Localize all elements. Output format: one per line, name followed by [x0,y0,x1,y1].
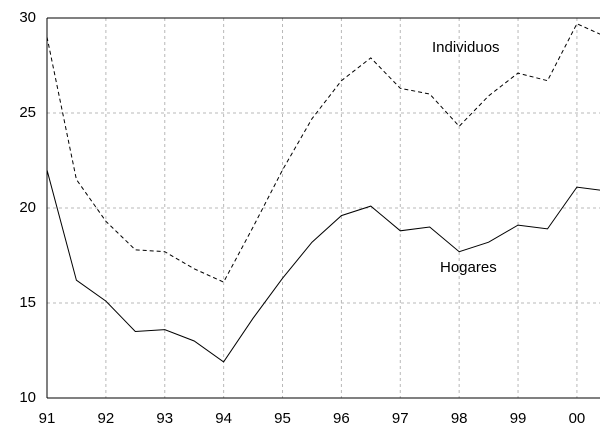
x-tick-label: 93 [156,410,173,427]
x-tick-label: 92 [98,410,115,427]
y-tick-label: 15 [19,294,36,311]
x-tick-label: 91 [39,410,56,427]
grid [47,18,600,398]
series-annotation: Hogares [440,259,497,276]
y-tick-label: 25 [19,104,36,121]
y-tick-label: 20 [19,199,36,216]
series-line [47,169,600,363]
plot-area [47,23,600,363]
x-tick-label: 99 [510,410,527,427]
y-tick-label: 10 [19,389,36,406]
x-tick-label: 00 [569,410,586,427]
x-tick-label: 94 [215,410,232,427]
series-line [47,23,600,283]
x-tick-label: 95 [274,410,291,427]
series-annotation: Individuos [432,39,500,56]
x-tick-label: 97 [392,410,409,427]
y-tick-label: 30 [19,9,36,26]
x-tick-label: 96 [333,410,350,427]
x-tick-label: 98 [451,410,468,427]
